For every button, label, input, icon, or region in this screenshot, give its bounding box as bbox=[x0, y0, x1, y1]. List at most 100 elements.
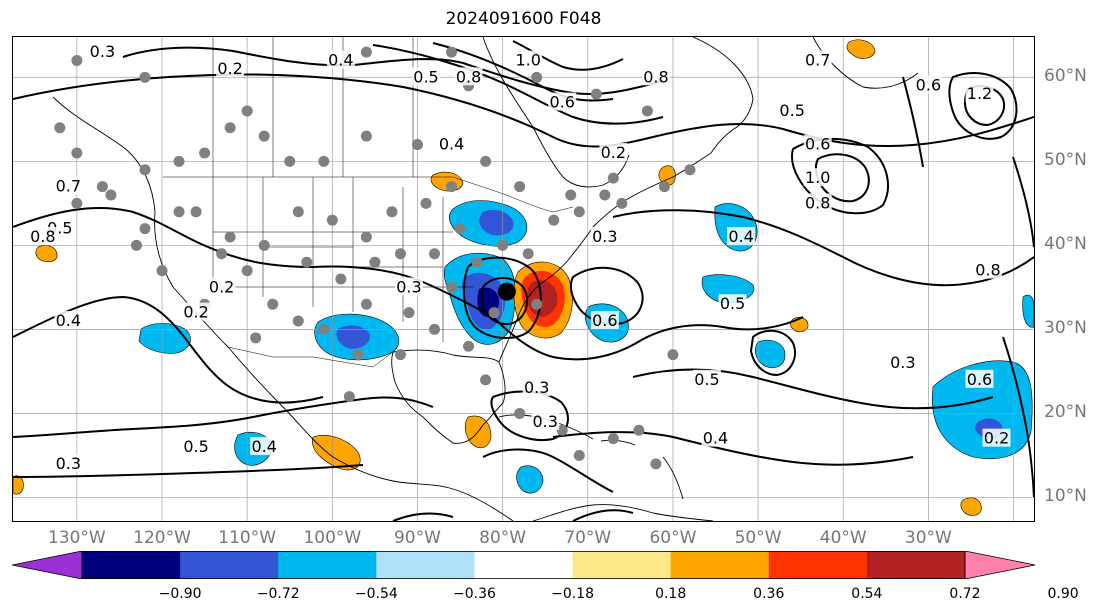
longitude-label: 40°W bbox=[819, 528, 867, 548]
colorbar-canvas bbox=[11, 550, 1036, 580]
contour-label-bg bbox=[803, 168, 832, 187]
station-dot bbox=[471, 256, 483, 268]
station-dot bbox=[488, 307, 500, 319]
contour-line bbox=[1002, 336, 1034, 498]
contour-label-bg bbox=[207, 277, 236, 296]
contour-label-bg bbox=[548, 92, 577, 111]
station-dot bbox=[360, 46, 372, 58]
contour-label-bg bbox=[701, 428, 730, 447]
station-dot bbox=[454, 223, 466, 235]
contour-label: 0.4 bbox=[56, 311, 81, 330]
station-dot bbox=[173, 155, 185, 167]
positive-anomaly-region bbox=[35, 245, 58, 263]
contour-label-bg bbox=[454, 67, 483, 86]
contour-line bbox=[482, 448, 614, 493]
longitude-label: 90°W bbox=[393, 528, 441, 548]
station-dot bbox=[403, 307, 415, 319]
contour-label-bg bbox=[803, 50, 832, 69]
station-dot bbox=[258, 130, 270, 142]
contour-line bbox=[432, 42, 614, 102]
station-dot bbox=[360, 298, 372, 310]
contour-label: 0.6 bbox=[916, 76, 941, 95]
contour-label: 0.6 bbox=[592, 311, 617, 330]
contour-label: 1.2 bbox=[967, 84, 992, 103]
negative-anomaly-region bbox=[516, 465, 544, 494]
station-dot bbox=[352, 349, 364, 361]
contour-label-bg bbox=[411, 67, 440, 86]
colorbar-segment bbox=[376, 551, 475, 579]
contour-label-bg bbox=[531, 411, 560, 430]
contour-label-bg bbox=[965, 369, 994, 388]
station-dot bbox=[565, 189, 577, 201]
colorbar-tick-label: −0.54 bbox=[354, 586, 398, 602]
gulf-coast bbox=[391, 349, 506, 444]
station-dot bbox=[394, 349, 406, 361]
positive-anomaly-region bbox=[846, 39, 876, 59]
station-dot bbox=[190, 206, 202, 218]
contour-label: 0.6 bbox=[550, 93, 575, 112]
station-dot bbox=[71, 147, 83, 159]
contour-label-bg bbox=[182, 437, 211, 456]
contour-label-bg bbox=[250, 437, 279, 456]
colorbar-segment bbox=[474, 551, 574, 579]
station-dot bbox=[130, 239, 142, 251]
contour-labels: 0.30.2 0.40.5 0.81.00.60.80.70.50.61.00.80… bbox=[28, 42, 1011, 473]
latitude-label: 10°N bbox=[1044, 486, 1087, 507]
contour-label: 0.4 bbox=[728, 227, 753, 246]
colorbar-tick-label: 0.72 bbox=[949, 586, 981, 602]
colorbar-tick-label: 0.90 bbox=[1047, 586, 1079, 602]
station-dot bbox=[139, 71, 151, 83]
station-dot bbox=[96, 181, 108, 193]
contour-label: 0.8 bbox=[30, 227, 55, 246]
station-dot bbox=[463, 340, 475, 352]
station-dot bbox=[514, 407, 526, 419]
contour-label-bg bbox=[182, 302, 211, 321]
contour-label-bg bbox=[727, 226, 756, 245]
contour-label-bg bbox=[216, 58, 245, 77]
station-dot bbox=[54, 122, 66, 134]
contour-line bbox=[492, 316, 804, 361]
contour-label-bg bbox=[394, 277, 423, 296]
station-dot bbox=[335, 273, 347, 285]
contour-label: 0.3 bbox=[532, 412, 557, 431]
longitude-label: 60°W bbox=[649, 528, 697, 548]
hispaniola bbox=[600, 439, 636, 446]
contour-label: 0.8 bbox=[456, 67, 481, 86]
station-dot bbox=[326, 214, 338, 226]
station-dot bbox=[650, 458, 662, 470]
station-dot bbox=[301, 256, 313, 268]
contour-label-bg bbox=[914, 75, 943, 94]
colorbar-segment bbox=[572, 551, 672, 579]
longitude-label: 30°W bbox=[904, 528, 952, 548]
colorbar-segment bbox=[278, 551, 377, 579]
station-dot bbox=[369, 256, 381, 268]
station-dot bbox=[360, 231, 372, 243]
station-dot bbox=[590, 88, 602, 100]
station-dot bbox=[224, 231, 236, 243]
station-dot bbox=[684, 164, 696, 176]
colorbar-tick-label: 0.54 bbox=[851, 586, 883, 602]
station-dot bbox=[522, 248, 534, 260]
station-dot bbox=[616, 197, 628, 209]
contour-label: 0.4 bbox=[328, 51, 353, 70]
station-dot bbox=[156, 265, 168, 277]
longitude-label: 70°W bbox=[564, 528, 612, 548]
colorbar-tick-label: −0.18 bbox=[551, 586, 594, 602]
colorbar-segment bbox=[82, 551, 181, 579]
station-dot bbox=[258, 239, 270, 251]
map-canvas: 0.30.2 0.40.5 0.81.00.60.80.70.50.61.00.80… bbox=[13, 37, 1034, 521]
contour-label-bg bbox=[778, 100, 807, 119]
contour-line bbox=[13, 207, 494, 318]
contour-label: 0.6 bbox=[805, 135, 830, 154]
negative-anomaly-core bbox=[479, 209, 514, 236]
station-dot bbox=[173, 206, 185, 218]
weather-map[interactable]: 0.3 0.2 0.4 0.5 0.8 1.0 0.6 0.8 0.7 0.5 0.6 1.0 0.8 0… bbox=[12, 36, 1035, 522]
contour-label-bg bbox=[888, 353, 917, 372]
contour-label-bg bbox=[326, 50, 355, 69]
colorbar-tick-label: −0.72 bbox=[256, 586, 300, 602]
contour-label: 0.7 bbox=[805, 51, 830, 70]
colorbar bbox=[11, 550, 1036, 583]
positive-anomaly-region bbox=[960, 497, 982, 516]
station-dot bbox=[267, 298, 279, 310]
station-dot bbox=[641, 105, 653, 117]
